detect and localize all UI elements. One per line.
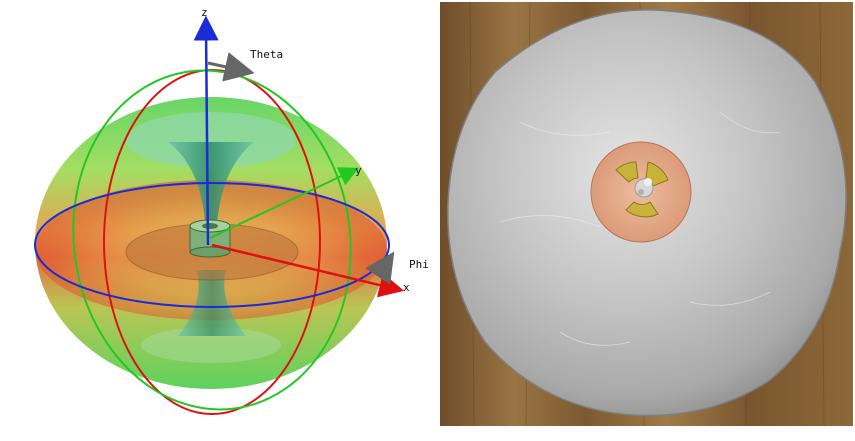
antenna-model [189,219,231,258]
y-axis [209,167,360,239]
lower-null-cone [178,270,246,336]
x-axis-label: x [403,281,410,294]
phi-circle [34,182,390,308]
phi-label: Phi [409,258,429,271]
radiation-pattern-svg: z Theta y Phi x [34,6,429,415]
radiation-pattern-panel: z Theta y Phi x [34,6,429,415]
theta-arrow [207,52,255,82]
phi-arrow [365,251,395,285]
antenna-photo-svg [440,2,853,426]
theta-label: Theta [250,48,283,61]
upper-null-cone [168,142,254,240]
z-axis [193,15,219,246]
y-axis-label: y [355,164,362,177]
z-axis-label: z [201,6,208,19]
meridian-circle [72,69,352,411]
x-axis [211,243,405,298]
disc-scratches [499,111,781,346]
antenna-photo [440,2,853,426]
pcb-antenna [590,141,692,243]
